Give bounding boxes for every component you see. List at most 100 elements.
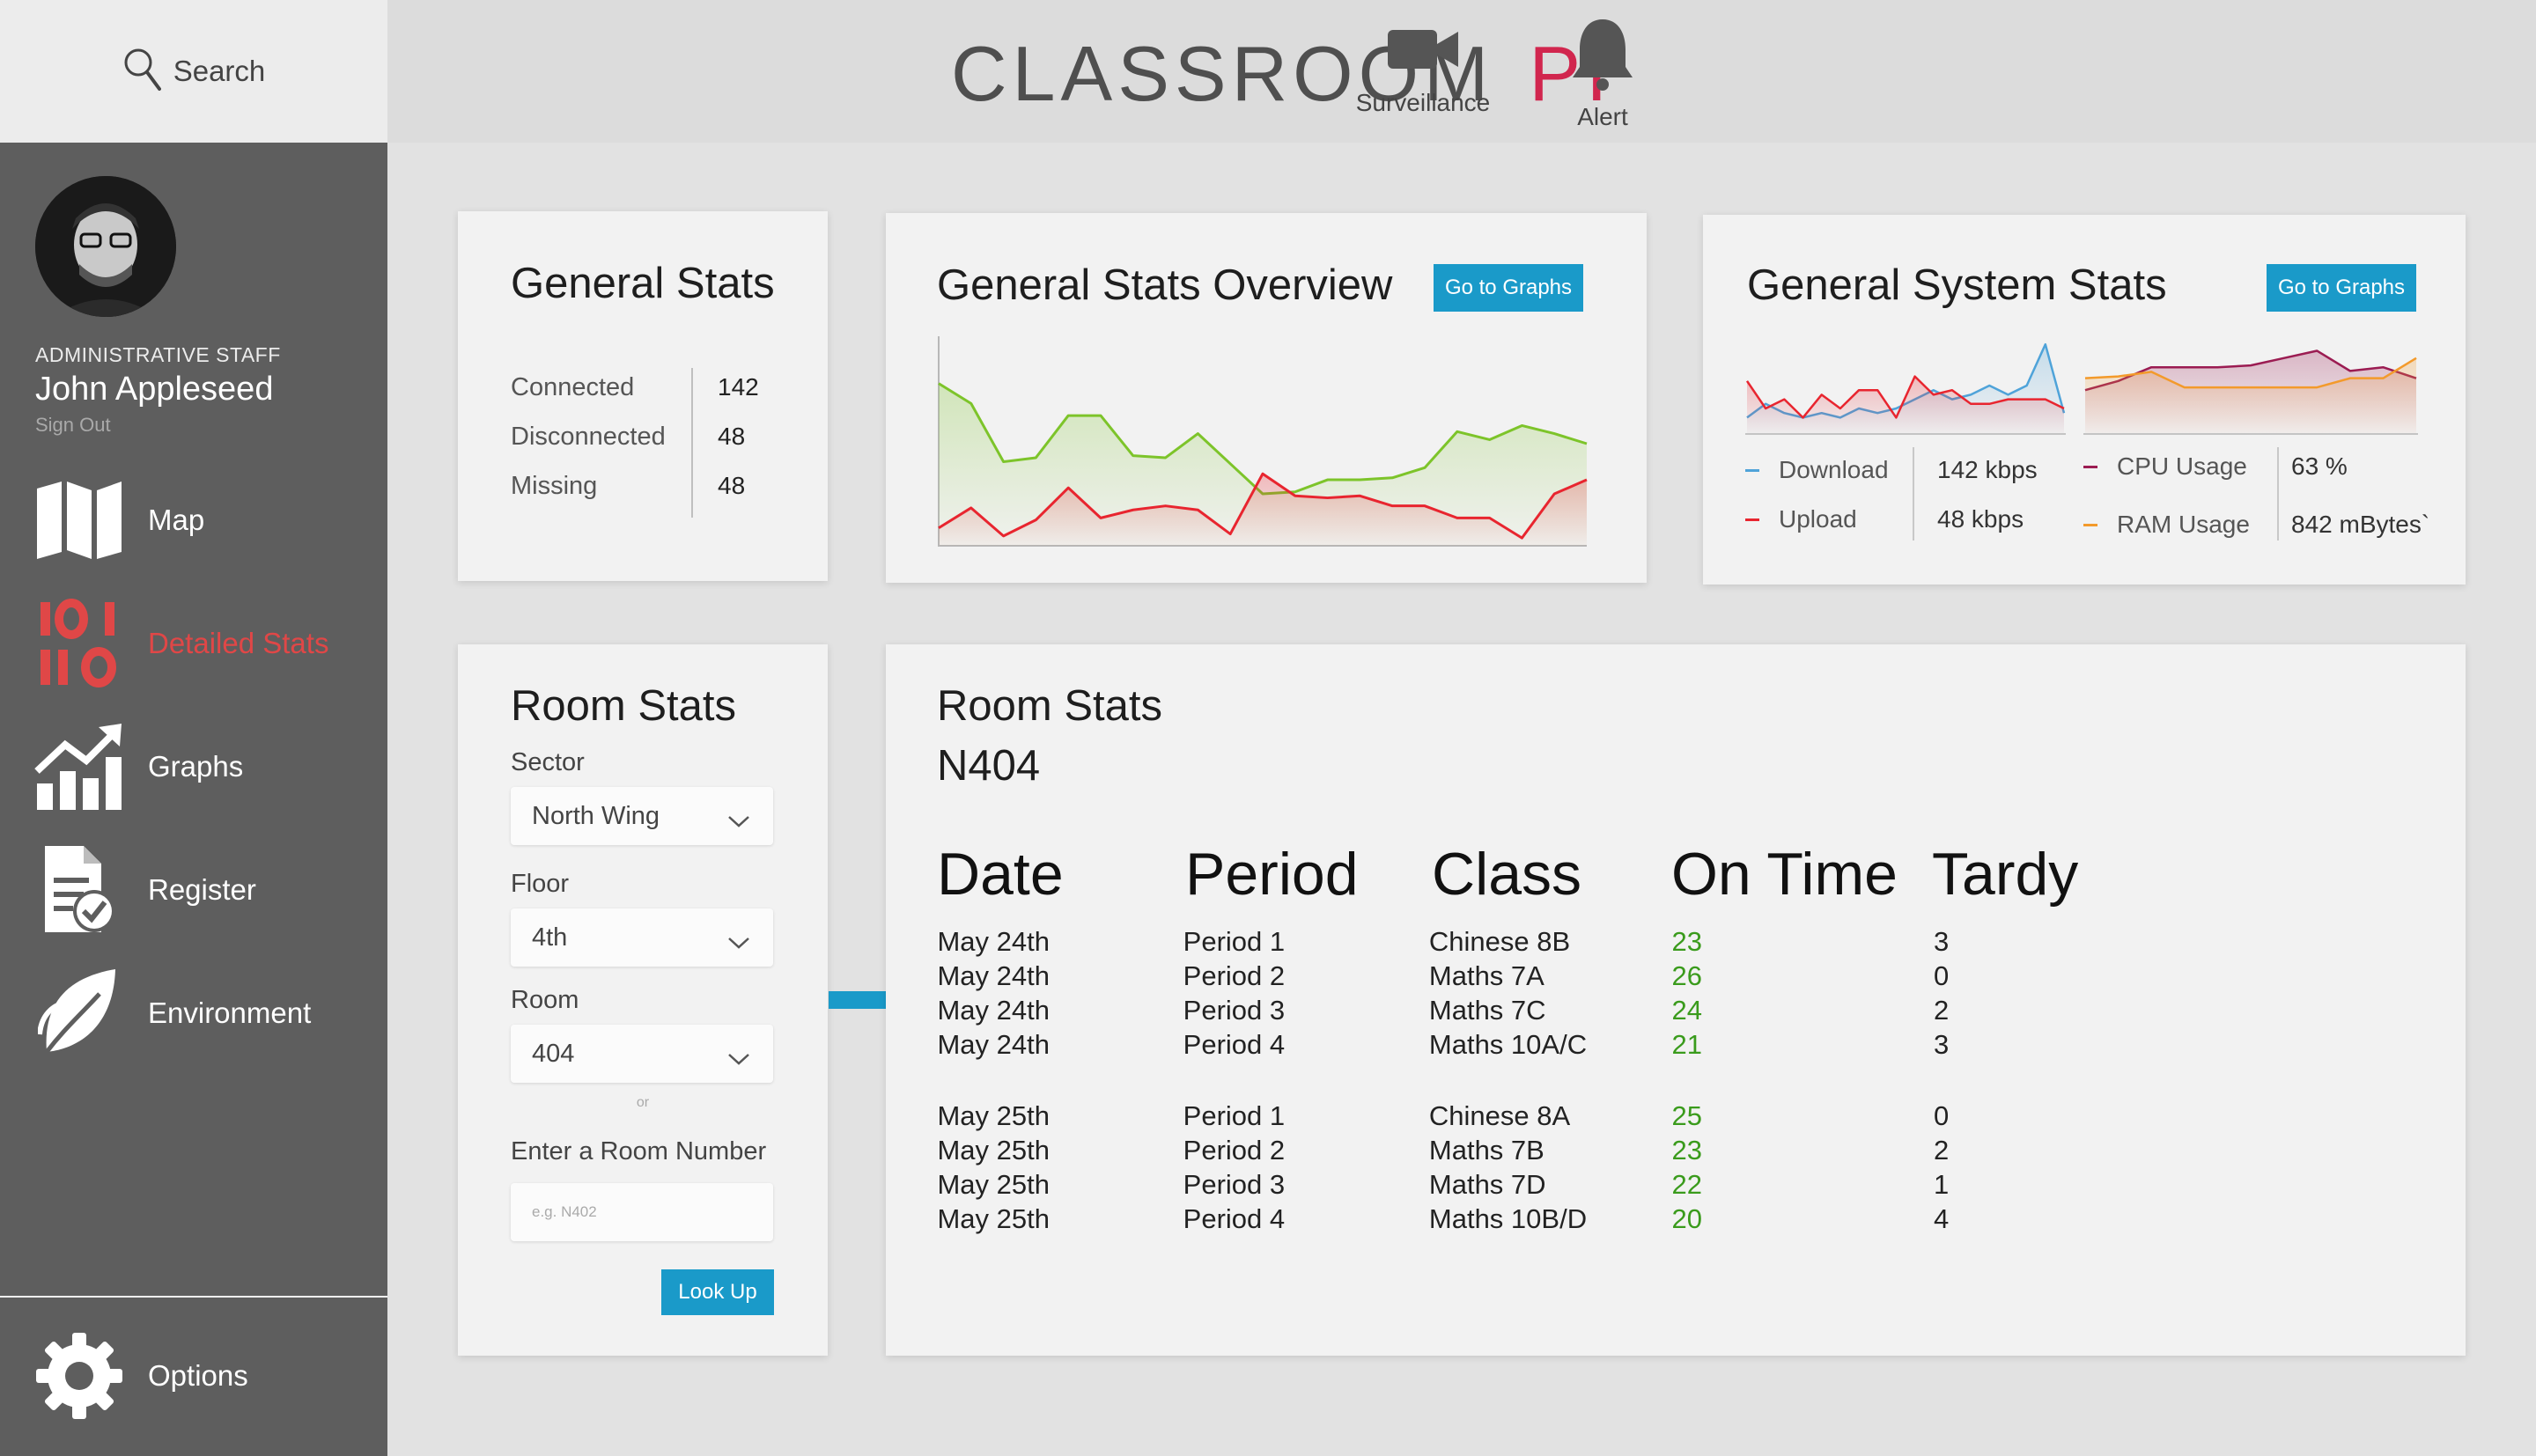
column-header-date: Date <box>937 841 1064 908</box>
nav-label-map: Map <box>148 504 205 536</box>
nav-item-environment[interactable]: Environment <box>0 965 387 1062</box>
sidebar-divider <box>0 1296 387 1298</box>
chevron-down-icon <box>727 1044 750 1073</box>
alert-label: Alert <box>1577 103 1628 130</box>
system-stats-title: General System Stats <box>1747 261 2167 309</box>
graph-icon <box>32 719 127 814</box>
period-cell: Period 2 <box>1183 960 1286 991</box>
on-time-cell: 21 <box>1671 1029 1702 1060</box>
room-stats-title: Room Stats <box>937 682 1162 730</box>
app-logo: CLASSROOM PI <box>951 30 1613 118</box>
date-cell: May 24th <box>937 960 1050 991</box>
series-line <box>938 472 1588 540</box>
column-header-period: Period <box>1185 841 1359 908</box>
on-time-cell: 23 <box>1671 926 1702 957</box>
search-label: Search <box>173 55 266 87</box>
cpu-label: CPU Usage <box>2117 452 2247 480</box>
column-header-tardy: Tardy <box>1932 841 2079 908</box>
class-cell: Maths 7B <box>1428 1135 1544 1166</box>
register-icon <box>32 842 127 938</box>
panel-connector <box>829 991 887 1009</box>
sector-label: Sector <box>511 748 585 776</box>
period-cell: Period 2 <box>1183 1135 1286 1166</box>
connected-label: Connected <box>511 373 635 401</box>
tardy-cell: 4 <box>1934 1203 1950 1234</box>
on-time-cell: 23 <box>1671 1135 1702 1166</box>
stats-overview-title: General Stats Overview <box>937 261 1393 309</box>
room-label: Room <box>511 986 579 1014</box>
overview-chart <box>938 336 1588 547</box>
date-cell: May 24th <box>937 1029 1050 1060</box>
tardy-cell: 1 <box>1934 1169 1950 1200</box>
download-label: Download <box>1779 456 1889 483</box>
look-up-button[interactable]: Look Up <box>661 1269 774 1315</box>
system-divider <box>2277 447 2279 540</box>
period-cell: Period 1 <box>1183 1100 1286 1131</box>
nav-label-environment: Environment <box>148 996 312 1029</box>
user-name: John Appleseed <box>35 371 274 408</box>
class-cell: Maths 7D <box>1428 1169 1546 1200</box>
on-time-cell: 24 <box>1671 995 1702 1026</box>
class-cell: Maths 7A <box>1428 960 1544 991</box>
period-cell: Period 4 <box>1183 1029 1286 1060</box>
tardy-cell: 2 <box>1934 995 1950 1026</box>
class-cell: Chinese 8B <box>1428 926 1571 957</box>
options-button[interactable]: Options <box>0 1327 387 1424</box>
column-header-class: Class <box>1432 841 1582 908</box>
ram-value: 842 mBytes` <box>2291 511 2430 538</box>
top-bar: CLASSROOM PI Surveillance Alert <box>387 0 2536 143</box>
room-select[interactable]: 404 <box>511 1025 773 1083</box>
period-cell: Period 1 <box>1183 926 1286 957</box>
nav-item-map[interactable]: Map <box>0 472 387 569</box>
upload-value: 48 kbps <box>1937 505 2024 533</box>
nav-item-graphs[interactable]: Graphs <box>0 718 387 815</box>
tardy-cell: 3 <box>1934 1029 1950 1060</box>
period-cell: Period 3 <box>1183 1169 1286 1200</box>
tardy-cell: 0 <box>1934 1100 1950 1131</box>
surveillance-label: Surveillance <box>1355 89 1491 116</box>
sector-select[interactable]: North Wing <box>511 787 773 845</box>
bell-icon <box>1569 16 1636 96</box>
or-separator: or <box>636 1095 650 1110</box>
gear-icon <box>32 1328 127 1423</box>
nav-label-graphs: Graphs <box>148 750 244 783</box>
download-value: 142 kbps <box>1937 456 2038 483</box>
download-legend: Download <box>1745 456 1889 484</box>
stats-overview-card: General Stats Overview Go to Graphs <box>886 213 1647 583</box>
general-stats-card: General Stats Connected 142 Disconnected… <box>458 211 828 581</box>
disconnected-value: 48 <box>718 423 746 450</box>
nav-item-register[interactable]: Register <box>0 842 387 938</box>
download-swatch <box>1745 468 1759 472</box>
binary-stats-icon <box>32 596 127 691</box>
tardy-cell: 0 <box>1934 960 1950 991</box>
user-role: ADMINISTRATIVE STAFF <box>35 343 281 366</box>
date-cell: May 25th <box>937 1100 1050 1131</box>
floor-select[interactable]: 4th <box>511 908 773 967</box>
class-cell: Maths 10B/D <box>1428 1203 1588 1234</box>
system-go-to-graphs-button[interactable]: Go to Graphs <box>2267 264 2416 312</box>
options-label: Options <box>148 1359 248 1392</box>
room-selector-title: Room Stats <box>511 682 736 730</box>
date-cell: May 25th <box>937 1135 1050 1166</box>
series-line <box>2084 349 2417 392</box>
disconnected-label: Disconnected <box>511 423 666 451</box>
overview-go-to-graphs-button[interactable]: Go to Graphs <box>1434 264 1583 312</box>
period-cell: Period 3 <box>1183 995 1286 1026</box>
chevron-down-icon <box>727 928 750 957</box>
sector-value: North Wing <box>532 801 660 830</box>
tardy-cell: 3 <box>1934 926 1950 957</box>
room-number-input[interactable] <box>511 1183 773 1241</box>
surveillance-button[interactable]: Surveillance <box>1326 16 1520 117</box>
nav-item-detailed-stats[interactable]: Detailed Stats <box>0 595 387 692</box>
floor-value: 4th <box>532 923 568 952</box>
connected-value: 142 <box>718 373 759 401</box>
alert-button[interactable]: Alert <box>1532 16 1673 131</box>
class-cell: Maths 10A/C <box>1428 1029 1588 1060</box>
search-icon <box>122 47 161 97</box>
series-area <box>2085 357 2416 433</box>
search-button[interactable]: Search <box>0 0 387 143</box>
avatar[interactable] <box>35 176 176 317</box>
cpu-swatch <box>2083 465 2097 468</box>
chevron-down-icon <box>727 806 750 835</box>
sign-out-link[interactable]: Sign Out <box>35 414 111 436</box>
